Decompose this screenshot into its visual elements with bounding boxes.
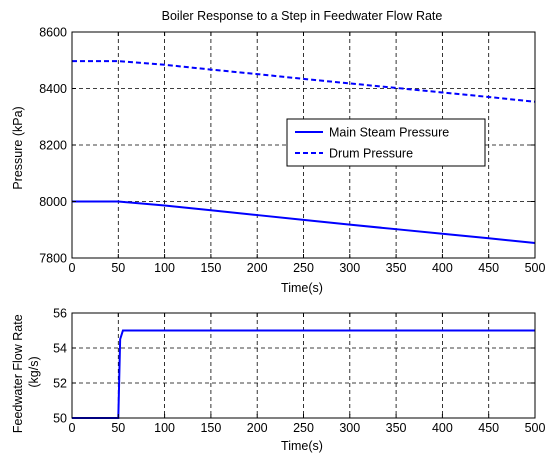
pressure-ticks: 0 50 100 150 200 250 300 350 400 450 500 7800 8000 82… xyxy=(39,26,545,276)
series-main-steam-pressure xyxy=(72,200,536,245)
y-axis-label-line-2: (kg/s) xyxy=(27,356,41,387)
x-tick-label: 350 xyxy=(386,421,407,435)
x-tick-label: 100 xyxy=(154,261,175,275)
x-tick-label: 350 xyxy=(386,261,407,275)
feedwater-grid xyxy=(72,313,535,418)
x-tick-label: 500 xyxy=(525,261,546,275)
pressure-series xyxy=(72,60,536,245)
x-tick-label: 200 xyxy=(247,261,268,275)
y-tick-label: 50 xyxy=(53,412,67,426)
legend-box xyxy=(286,118,486,167)
pressure-chart: Boiler Response to a Step in Feedwater F… xyxy=(11,9,545,295)
y-tick-label: 54 xyxy=(53,342,67,356)
x-axis-label: Time(s) xyxy=(281,281,323,295)
legend-label: Main Steam Pressure xyxy=(329,126,449,140)
y-tick-label: 52 xyxy=(53,377,67,391)
y-axis-label-line-1: Feedwater Flow Rate xyxy=(11,314,25,433)
x-tick-label: 400 xyxy=(432,261,453,275)
x-tick-label: 250 xyxy=(293,261,314,275)
y-tick-label: 8400 xyxy=(39,82,67,96)
y-tick-label: 56 xyxy=(53,307,67,321)
y-tick-label: 8000 xyxy=(39,195,67,209)
x-tick-label: 0 xyxy=(69,421,76,435)
x-tick-label: 450 xyxy=(478,421,499,435)
x-tick-label: 200 xyxy=(247,421,268,435)
legend: Main Steam Pressure Drum Pressure xyxy=(286,118,486,167)
x-tick-label: 500 xyxy=(525,421,546,435)
x-tick-label: 150 xyxy=(200,261,221,275)
legend-label: Drum Pressure xyxy=(329,147,413,161)
x-tick-label: 100 xyxy=(154,421,175,435)
x-tick-label: 50 xyxy=(111,421,125,435)
x-tick-label: 250 xyxy=(293,421,314,435)
y-tick-label: 8600 xyxy=(39,26,67,40)
x-tick-label: 400 xyxy=(432,421,453,435)
x-tick-label: 450 xyxy=(478,261,499,275)
x-tick-label: 150 xyxy=(200,421,221,435)
chart-title: Boiler Response to a Step in Feedwater F… xyxy=(162,9,443,23)
x-axis-label-bottom: Time(s) xyxy=(281,439,323,453)
y-axis-label: Pressure (kPa) xyxy=(11,106,25,189)
y-axis-label-bottom: Feedwater Flow Rate (kg/s) xyxy=(11,311,41,433)
y-tick-label: 8200 xyxy=(39,139,67,153)
y-tick-label: 7800 xyxy=(39,252,67,266)
x-tick-label: 0 xyxy=(69,261,76,275)
x-tick-label: 300 xyxy=(339,421,360,435)
x-tick-label: 50 xyxy=(111,261,125,275)
x-tick-label: 300 xyxy=(339,261,360,275)
series-drum-pressure xyxy=(72,60,536,103)
